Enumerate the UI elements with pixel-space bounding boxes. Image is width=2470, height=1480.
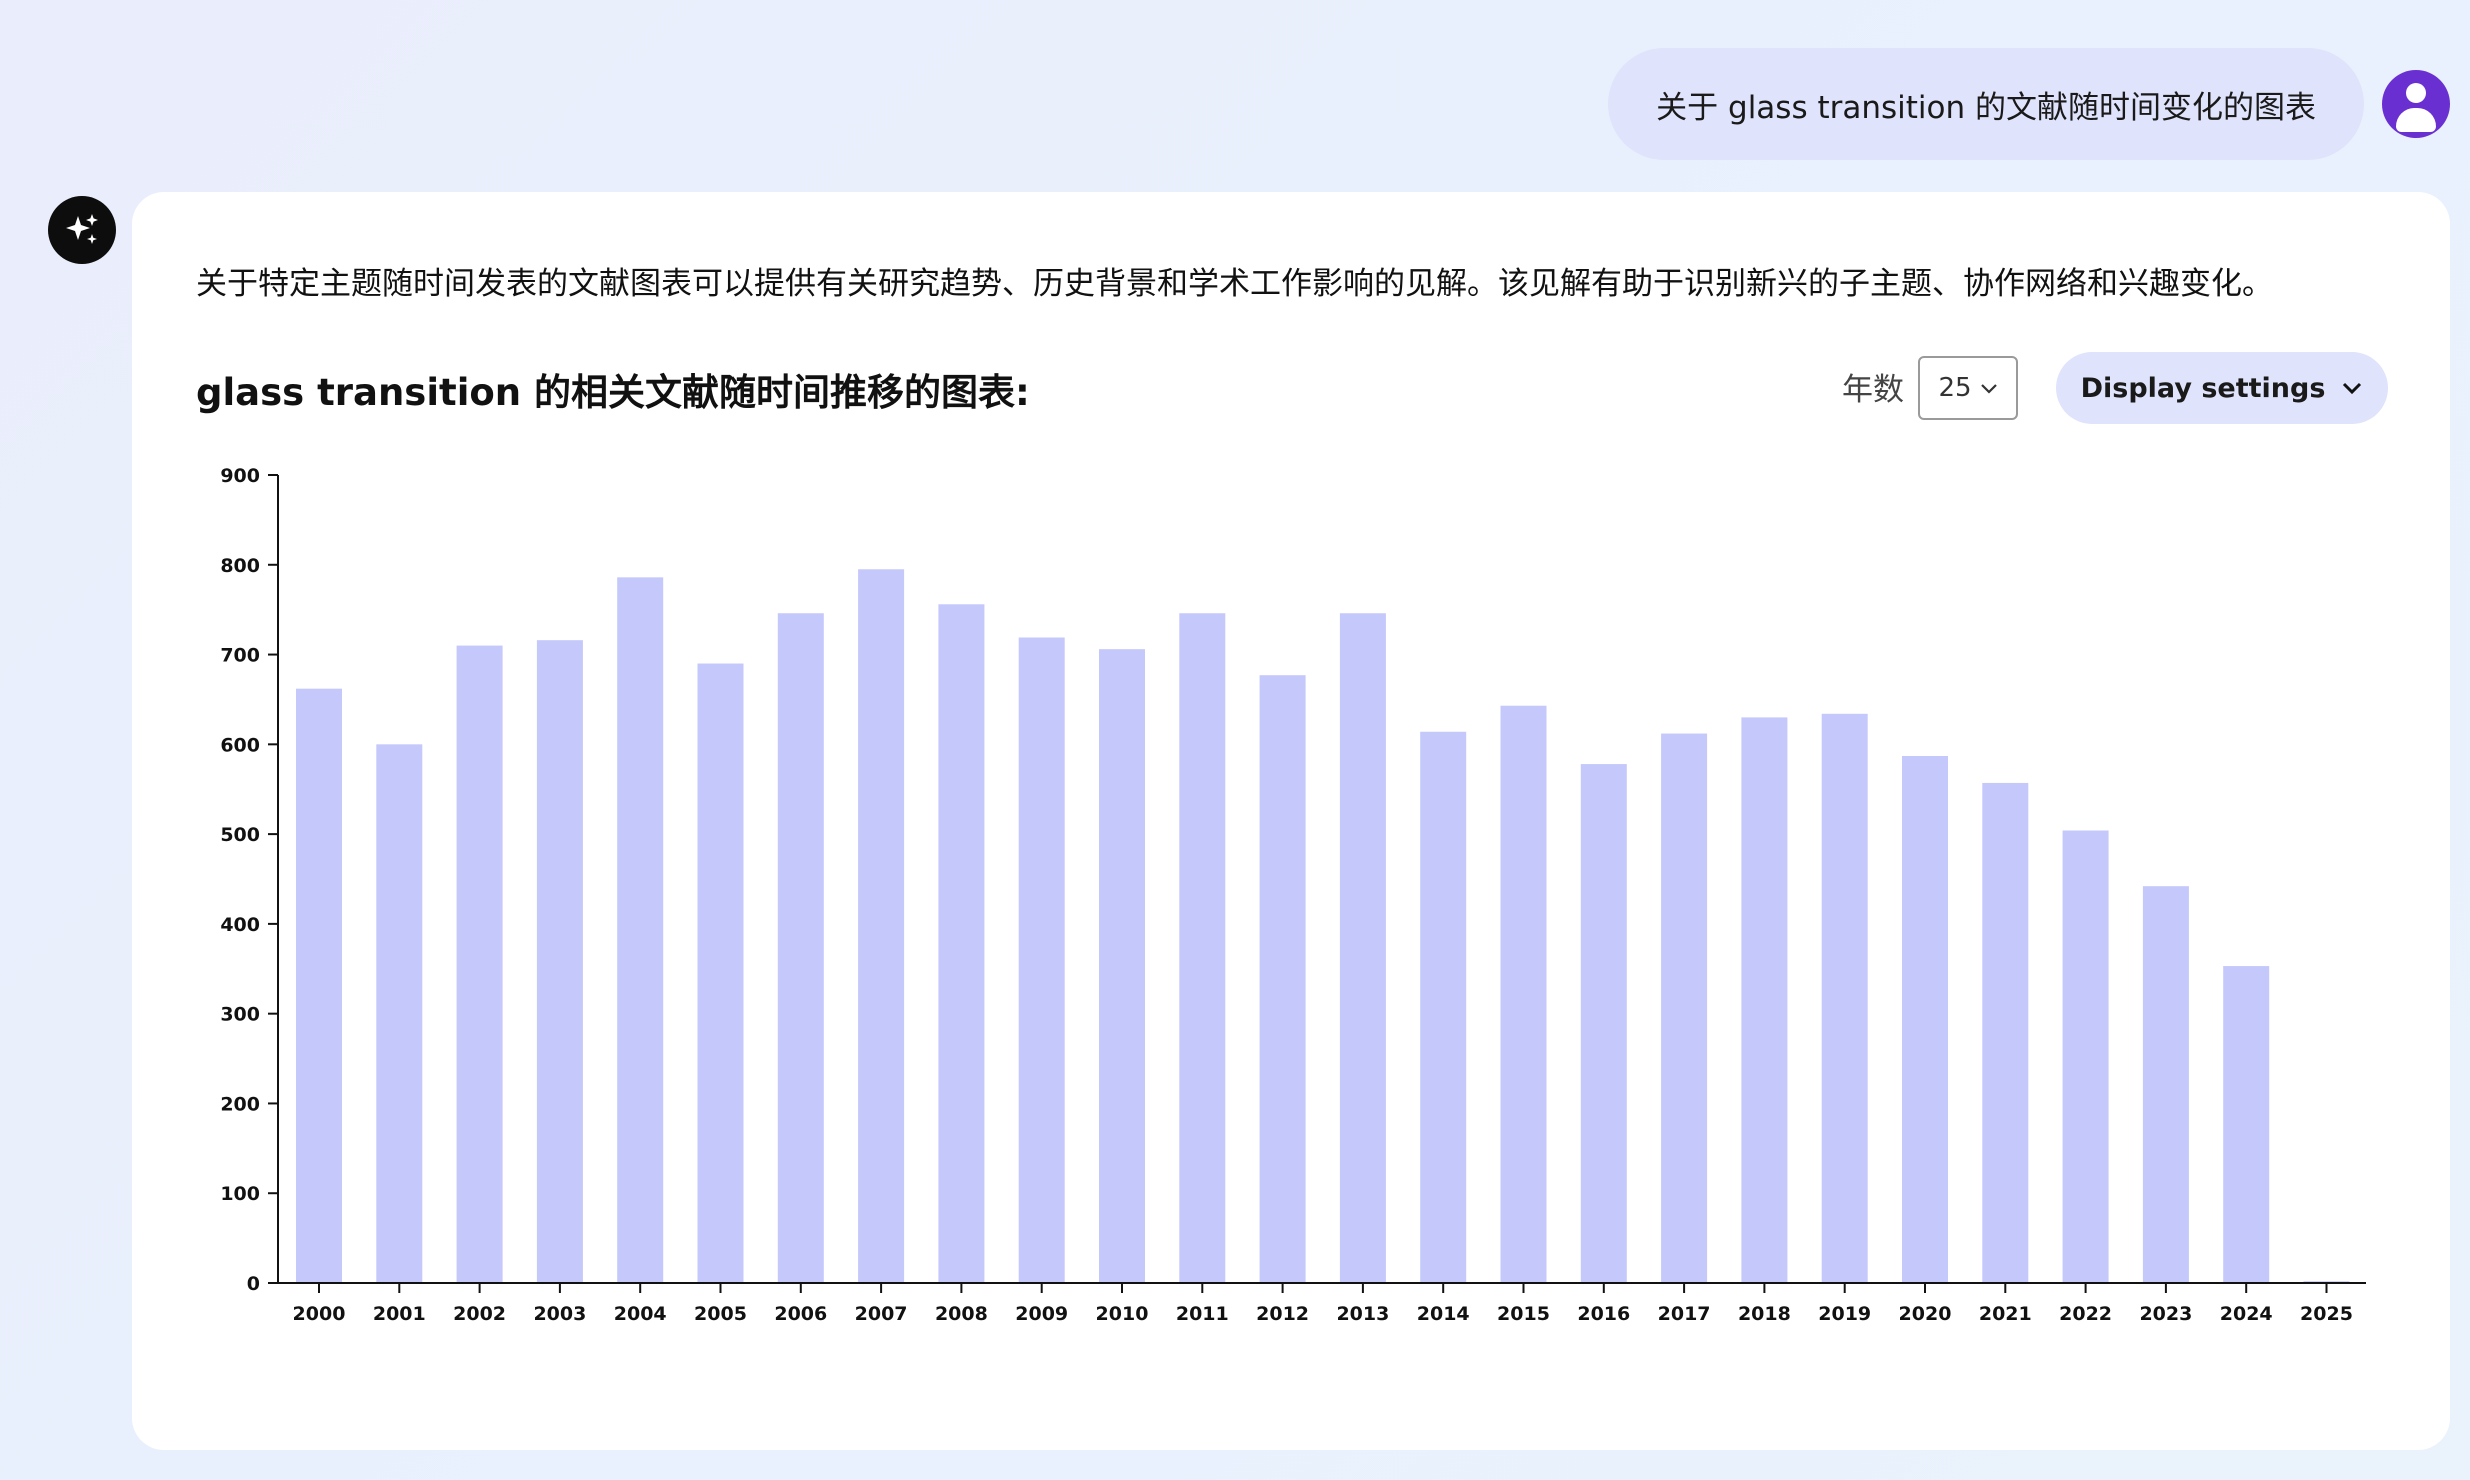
bar-2018[interactable] [1741,717,1788,1283]
bar-2013[interactable] [1339,613,1386,1283]
bar-2001[interactable] [376,744,423,1283]
bar-2005[interactable] [697,663,744,1283]
intro-text: 关于特定主题随时间发表的文献图表可以提供有关研究趋势、历史背景和学术工作影响的见… [196,266,2273,302]
response-card: 关于特定主题随时间发表的文献图表可以提供有关研究趋势、历史背景和学术工作影响的见… [132,192,2450,1450]
x-tick-label: 2024 [2220,1303,2273,1325]
x-tick-label: 2008 [935,1303,988,1325]
x-tick-label: 2006 [774,1303,827,1325]
bar-2012[interactable] [1259,675,1306,1283]
bar-2003[interactable] [536,640,583,1283]
bar-2000[interactable] [296,688,342,1283]
chevron-down-icon [2343,382,2362,395]
x-tick-label: 2004 [614,1303,667,1325]
user-message-bubble: 关于 glass transition 的文献随时间变化的图表 [1608,48,2364,160]
x-tick-label: 2018 [1738,1303,1791,1325]
y-tick-label: 600 [220,734,260,756]
bar-2007[interactable] [858,569,905,1283]
y-tick-label: 400 [220,914,260,936]
x-tick-label: 2001 [373,1303,426,1325]
bar-2010[interactable] [1099,649,1145,1283]
y-tick-label: 300 [220,1004,260,1026]
ai-sparkle-icon [48,196,116,264]
x-tick-label: 2003 [533,1303,586,1325]
y-tick-label: 0 [247,1273,260,1295]
y-tick-label: 500 [220,824,260,846]
years-select[interactable]: 25 [1918,356,2018,420]
bar-2024[interactable] [2223,966,2270,1283]
bar-chart: 2000 2001 2002 2003 2004 2005 2006 2007 2008 2009… [220,465,2366,1325]
bar-2006[interactable] [777,613,824,1283]
y-tick-label: 100 [220,1183,260,1205]
user-message-row: 关于 glass transition 的文献随时间变化的图表 [1608,48,2450,160]
bar-2021[interactable] [1982,782,2029,1283]
x-tick-label: 2017 [1658,1303,1711,1325]
y-tick-label: 700 [220,645,260,667]
x-tick-label: 2007 [855,1303,908,1325]
x-tick-label: 2015 [1497,1303,1550,1325]
chevron-down-icon [1980,384,1997,394]
bar-2022[interactable] [2062,830,2109,1283]
x-tick-label: 2023 [2139,1303,2192,1325]
bar-2015[interactable] [1500,705,1547,1283]
bar-2008[interactable] [938,604,985,1283]
bar-2011[interactable] [1179,613,1226,1283]
years-label: 年数 [1842,372,1904,408]
x-tick-label: 2002 [453,1303,506,1325]
bar-2019[interactable] [1821,713,1868,1283]
x-tick-label: 2021 [1979,1303,2032,1325]
x-tick-label: 2000 [293,1303,346,1325]
bar-2016[interactable] [1580,764,1627,1283]
x-tick-label: 2020 [1899,1303,1952,1325]
x-tick-label: 2022 [2059,1303,2112,1325]
x-tick-label: 2013 [1336,1303,1389,1325]
bar-2014[interactable] [1420,731,1467,1283]
bar-2020[interactable] [1902,756,1948,1283]
bar-2002[interactable] [456,645,503,1283]
y-tick-label: 900 [220,465,260,487]
y-tick-label: 800 [220,555,260,577]
x-tick-label: 2005 [694,1303,747,1325]
chart-title: glass transition 的相关文献随时间推移的图表: [196,371,1030,414]
display-settings-label: Display settings [2080,372,2326,404]
bar-2009[interactable] [1018,637,1065,1283]
bar-2004[interactable] [617,577,664,1283]
years-select-value: 25 [1938,373,1972,403]
x-tick-label: 2025 [2300,1303,2353,1325]
x-tick-label: 2016 [1577,1303,1630,1325]
display-settings-button[interactable]: Display settings [2056,352,2388,424]
x-tick-label: 2012 [1256,1303,1309,1325]
x-tick-label: 2014 [1417,1303,1470,1325]
x-tick-label: 2009 [1015,1303,1068,1325]
y-tick-label: 200 [220,1093,260,1115]
x-tick-label: 2019 [1818,1303,1871,1325]
x-tick-label: 2010 [1096,1303,1149,1325]
bar-2023[interactable] [2142,886,2189,1283]
user-avatar-icon[interactable] [2382,70,2450,138]
bar-2017[interactable] [1661,733,1708,1283]
x-tick-label: 2011 [1176,1303,1229,1325]
